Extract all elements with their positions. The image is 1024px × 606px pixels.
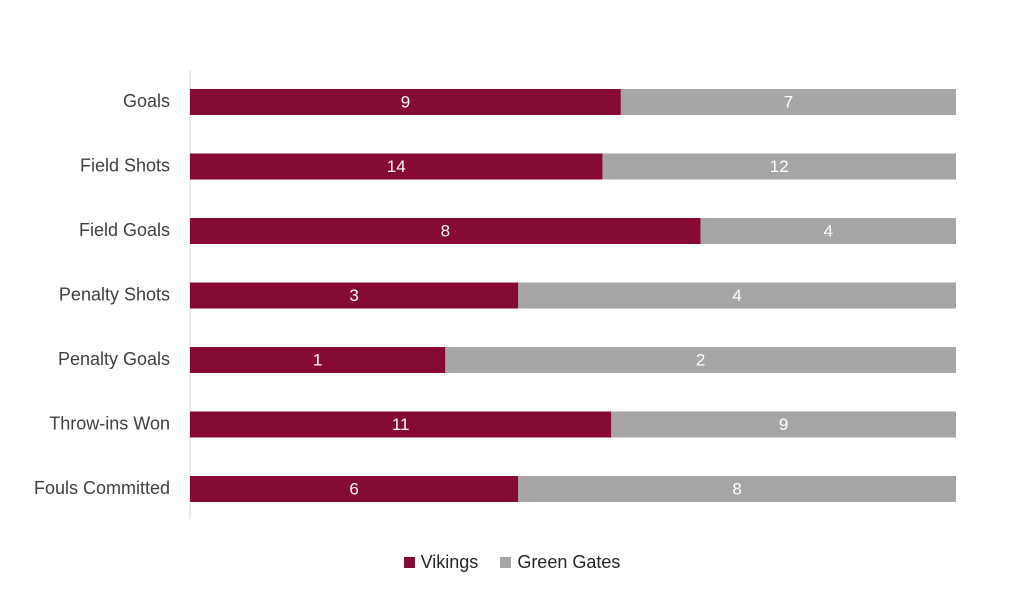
value-label-series-1: 9 <box>401 92 410 111</box>
bar-segment-series-1 <box>190 282 519 309</box>
category-label: Fouls Committed <box>34 478 170 498</box>
value-label-series-1: 8 <box>441 221 450 240</box>
value-label-series-2: 4 <box>824 221 833 240</box>
value-label-series-2: 2 <box>696 350 705 369</box>
bar-segment-series-2 <box>518 282 956 309</box>
value-label-series-1: 6 <box>349 479 358 498</box>
value-label-series-1: 1 <box>313 350 322 369</box>
bar-segment-series-1 <box>190 89 621 115</box>
value-label-series-2: 12 <box>770 157 789 176</box>
value-label-series-1: 3 <box>349 286 358 305</box>
value-label-series-2: 7 <box>784 92 793 111</box>
bar-segment-series-2 <box>445 347 956 373</box>
bar-segment-series-1 <box>190 218 701 244</box>
legend-label-series-2: Green Gates <box>517 552 621 572</box>
legend-label-series-1: Vikings <box>420 552 479 572</box>
category-label: Field Shots <box>80 155 170 175</box>
category-label: Goals <box>123 91 170 111</box>
value-label-series-2: 9 <box>779 415 788 434</box>
value-labels-group: 9 714 128 43 41 211 96 8 <box>313 92 833 498</box>
value-label-series-2: 8 <box>732 479 741 498</box>
value-label-series-2: 4 <box>732 286 741 305</box>
bar-segment-series-2 <box>700 218 956 244</box>
bar-segment-series-1 <box>190 153 603 180</box>
legend: Vikings Green Gates <box>0 552 1024 573</box>
bar-segment-series-1 <box>190 411 612 438</box>
bar-segment-series-2 <box>602 153 956 180</box>
bar-segment-series-2 <box>611 411 956 438</box>
value-label-series-1: 11 <box>392 415 410 434</box>
category-label: Penalty Shots <box>59 284 170 304</box>
category-labels-group: Goals Field Shots Field Goals Penalty Shots… <box>34 91 170 498</box>
legend-swatch-series-2 <box>500 557 512 568</box>
bar-segment-series-2 <box>518 476 956 502</box>
bar-segment-series-1 <box>190 347 446 373</box>
category-label: Penalty Goals <box>58 349 170 369</box>
category-label: Field Goals <box>79 220 170 240</box>
bar-segment-series-2 <box>620 89 956 115</box>
bars-group <box>190 89 956 502</box>
value-label-series-1: 14 <box>387 157 406 176</box>
legend-item-series-1: Vikings <box>403 552 479 573</box>
category-label: Throw-ins Won <box>49 413 170 433</box>
legend-item-series-2: Green Gates <box>500 552 620 573</box>
legend-swatch-series-1 <box>403 557 415 568</box>
bar-segment-series-1 <box>190 476 519 502</box>
